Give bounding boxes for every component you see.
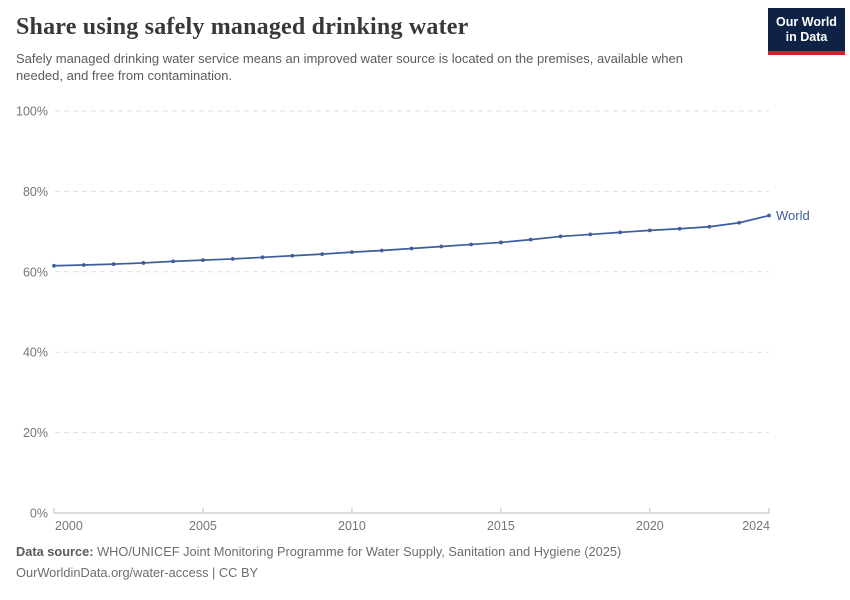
owid-url-link[interactable]: OurWorldinData.org/water-access | CC BY (16, 565, 259, 580)
world-data-point[interactable] (320, 252, 325, 257)
y-tick-label: 80% (23, 185, 48, 199)
x-tick-label: 2015 (487, 519, 515, 533)
y-tick-label: 0% (30, 507, 48, 521)
y-tick-label: 40% (23, 346, 48, 360)
world-data-point[interactable] (588, 232, 593, 237)
world-data-point[interactable] (498, 240, 503, 245)
data-source-text: WHO/UNICEF Joint Monitoring Programme fo… (93, 544, 622, 559)
world-data-point[interactable] (171, 259, 176, 264)
chart-footer: Data source: WHO/UNICEF Joint Monitoring… (16, 541, 621, 583)
world-data-point[interactable] (618, 230, 622, 235)
world-data-point[interactable] (767, 213, 771, 218)
world-data-point[interactable] (81, 263, 86, 267)
world-series-line[interactable] (53, 214, 770, 267)
x-tick-label: 2024 (742, 519, 770, 533)
world-data-point[interactable] (737, 220, 742, 225)
world-data-point[interactable] (469, 242, 473, 247)
data-source-line: Data source: WHO/UNICEF Joint Monitoring… (16, 541, 621, 562)
world-data-point[interactable] (647, 228, 652, 233)
chart-subtitle: Safely managed drinking water service me… (16, 51, 683, 83)
world-data-point[interactable] (528, 237, 533, 242)
world-data-point[interactable] (558, 234, 563, 239)
x-tick-label: 2000 (55, 519, 83, 533)
chart-header: Share using safely managed drinking wate… (16, 14, 756, 84)
world-data-point[interactable] (677, 226, 682, 231)
data-source-label: Data source: (16, 544, 94, 559)
x-tick-label: 2005 (189, 519, 217, 533)
world-data-point[interactable] (230, 257, 235, 261)
world-data-point[interactable] (52, 263, 56, 268)
owid-logo-line2: in Data (785, 29, 828, 44)
x-tick-label: 2020 (636, 519, 664, 533)
world-data-point[interactable] (707, 224, 712, 229)
world-data-point[interactable] (260, 255, 265, 260)
y-tick-label: 100% (16, 105, 48, 119)
world-data-point[interactable] (379, 248, 384, 253)
world-data-point[interactable] (439, 244, 444, 249)
world-data-point[interactable] (409, 246, 414, 251)
x-tick-label: 2010 (338, 519, 366, 533)
world-data-point[interactable] (290, 253, 295, 258)
world-data-point[interactable] (111, 262, 116, 267)
y-tick-label: 60% (23, 265, 48, 279)
y-tick-label: 20% (23, 426, 48, 440)
chart-title: Share using safely managed drinking wate… (16, 14, 469, 40)
world-data-point[interactable] (201, 258, 205, 263)
owid-logo-line1: Our World (776, 14, 837, 29)
world-data-point[interactable] (141, 261, 146, 265)
world-series-end-label[interactable]: World (776, 208, 810, 223)
world-data-point[interactable] (350, 250, 354, 255)
owid-logo[interactable]: Our World in Data (768, 8, 845, 55)
